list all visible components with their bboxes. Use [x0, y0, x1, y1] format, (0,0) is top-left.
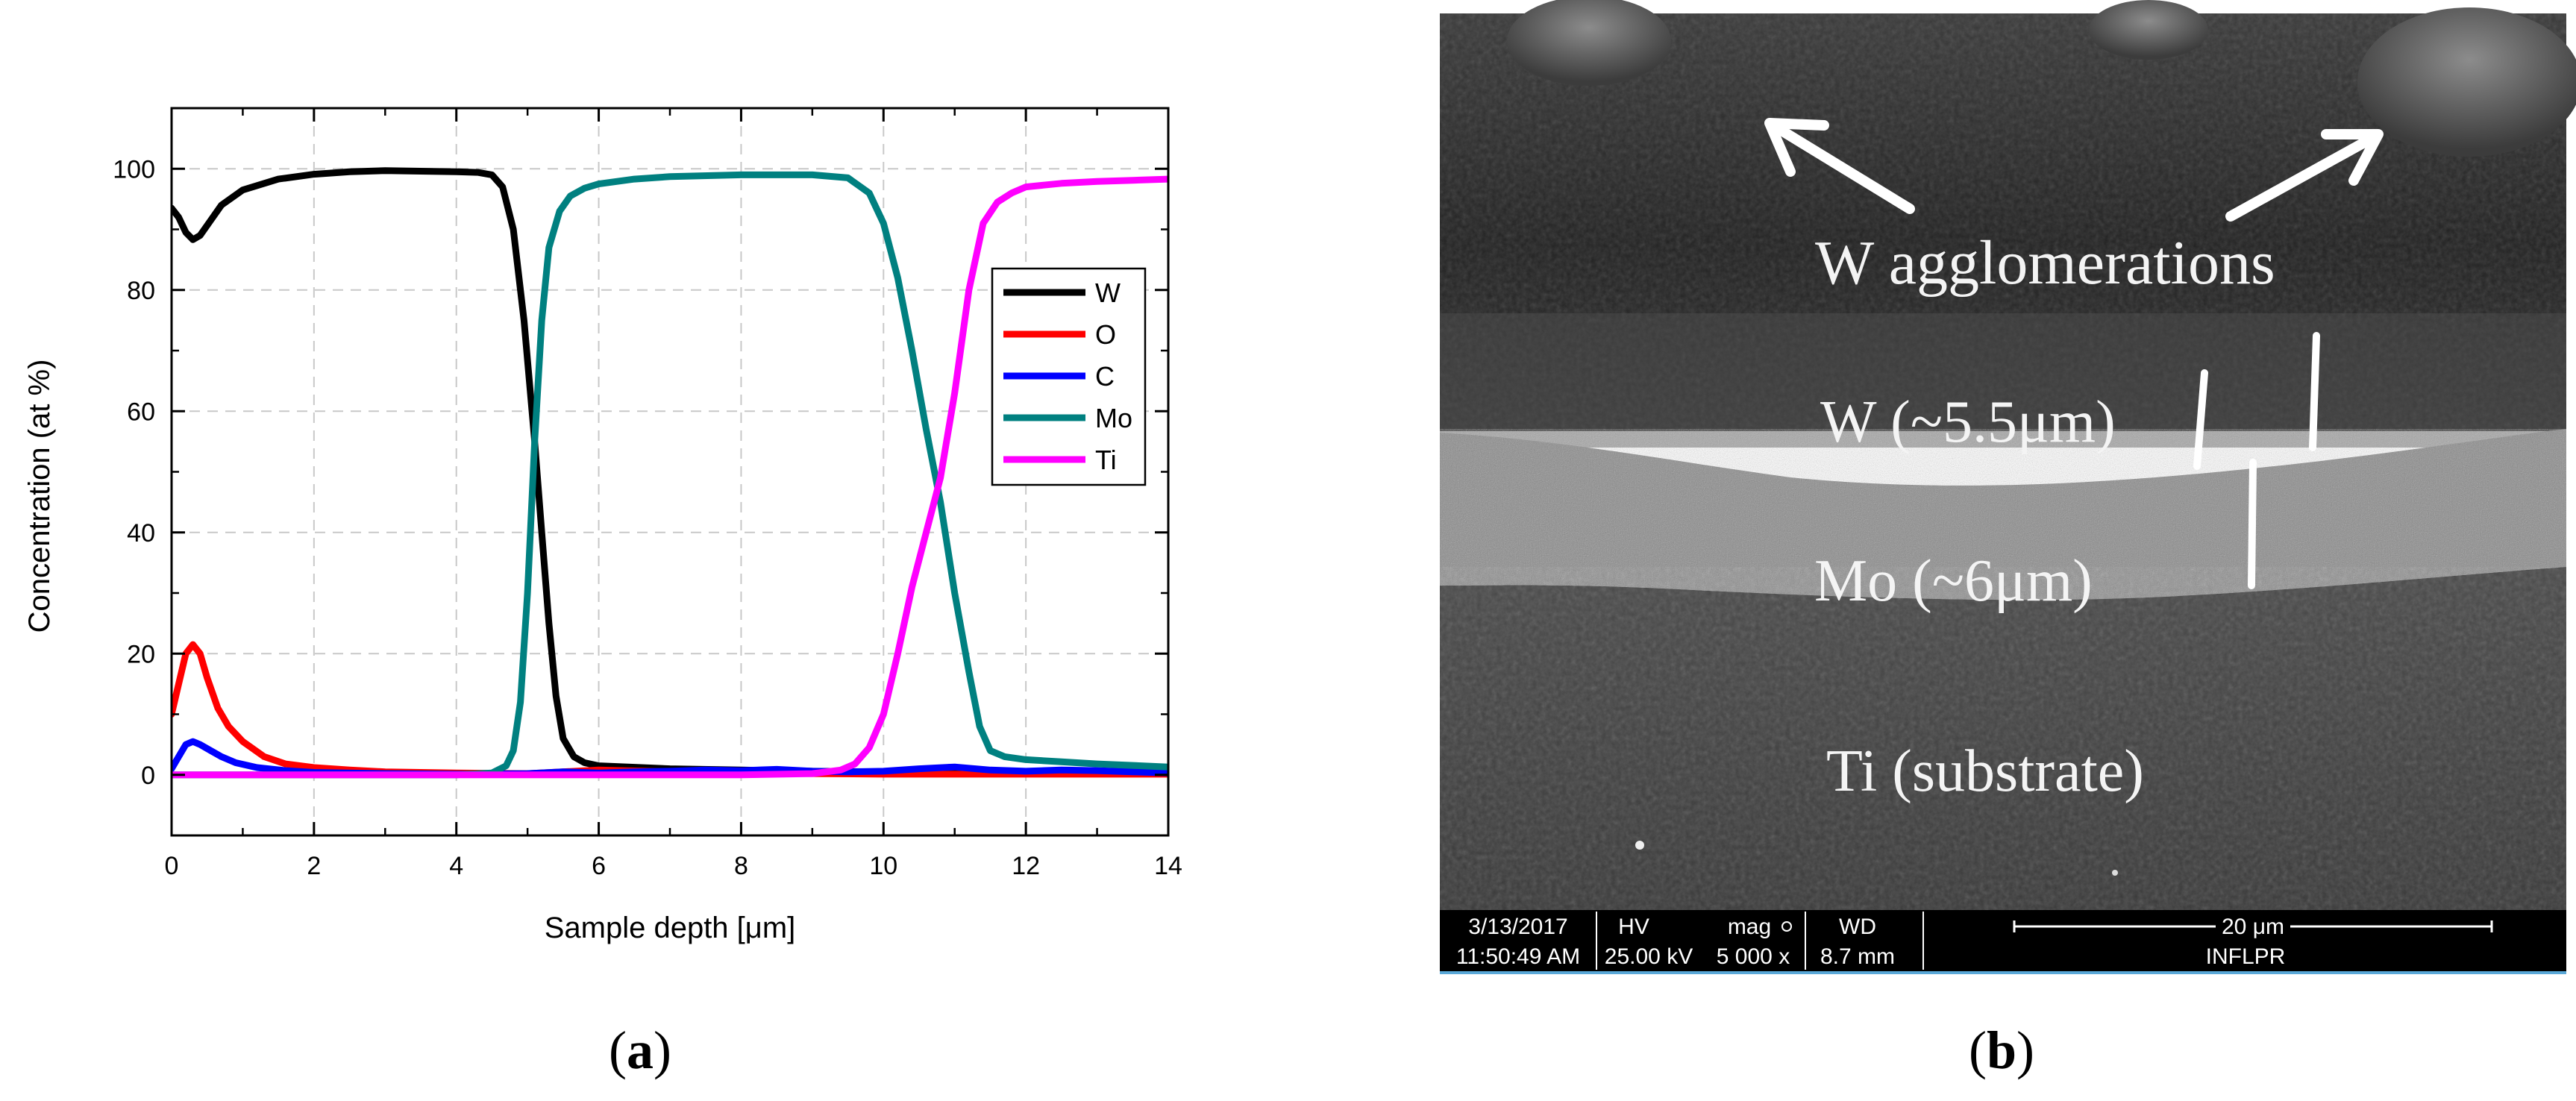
x-tick-label: 8 [734, 852, 748, 880]
sem-w-columns [1440, 313, 2566, 448]
series-lines [172, 167, 1168, 779]
sem-micrograph: W agglomerations W (~5.5μm) Mo (~6μm) Ti… [1440, 0, 2576, 974]
infobar-mag-value: 5 000 x [1717, 944, 1790, 969]
infobar-time: 11:50:49 AM [1456, 944, 1580, 969]
infobar-hv-value: 25.00 kV [1605, 944, 1693, 969]
sem-w-thickness-marker [2309, 332, 2320, 451]
series-line-ti [172, 175, 1168, 779]
y-tick-label: 20 [127, 640, 155, 668]
sem-arrow-right [2225, 129, 2384, 222]
series-line-w [172, 167, 1168, 777]
x-tick-label: 2 [307, 852, 321, 880]
sem-agglomeration-blob [1507, 0, 1671, 86]
infobar-institution: INFLPR [2206, 944, 2286, 969]
x-tick-label: 6 [592, 852, 606, 880]
x-tick-label: 10 [869, 852, 897, 880]
legend-label-mo: Mo [1095, 403, 1132, 433]
infobar-wd-label: WD [1839, 915, 1876, 939]
x-axis-ticks: 0 2 4 6 8 10 12 14 [165, 108, 1182, 880]
panel-label-b: (b) [1969, 1020, 2034, 1080]
concentration-depth-chart: 0 2 4 6 8 10 12 14 0 20 40 60 80 100 Sample depth [μ… [23, 107, 1182, 944]
x-tick-label: 14 [1154, 852, 1182, 880]
panel-label-a: (a) [609, 1020, 671, 1080]
legend: WOC Mo Ti [991, 267, 1147, 486]
y-tick-label: 100 [113, 155, 155, 184]
series-line-mo [172, 171, 1168, 779]
legend-label-w: W [1095, 277, 1121, 308]
sem-agglomeration-blob [2357, 7, 2576, 157]
x-tick-label: 12 [1012, 852, 1040, 880]
y-axis-label: Concentration (at %) [23, 360, 56, 633]
infobar-date: 3/13/2017 [1468, 915, 1567, 939]
scale-bar: 20 μm [2013, 915, 2493, 939]
y-tick-label: 0 [141, 762, 155, 790]
y-tick-label: 80 [127, 277, 155, 305]
sem-label-ti-layer: Ti (substrate) [1826, 738, 2144, 804]
legend-label-o: O [1095, 319, 1116, 350]
infobar-scale-label: 20 μm [2222, 915, 2284, 939]
sem-label-agglomerations: W agglomerations [1815, 228, 2275, 298]
sem-particle [2112, 870, 2118, 876]
y-tick-label: 60 [127, 398, 155, 426]
x-axis-label: Sample depth [μm] [545, 912, 796, 944]
sem-agglomeration-blob [2089, 0, 2208, 60]
sem-particle [1635, 841, 1644, 850]
sem-info-bar: 3/13/2017 11:50:49 AM HV 25.00 kV mag 5 … [1440, 910, 2566, 974]
sem-arrow-left [1764, 118, 1915, 214]
y-axis-ticks: 0 20 40 60 80 100 [113, 107, 1168, 837]
sem-label-mo-layer: Mo (~6μm) [1814, 548, 2093, 614]
y-tick-label: 40 [127, 519, 155, 548]
infobar-wd-value: 8.7 mm [1820, 944, 1895, 969]
x-tick-label: 4 [449, 852, 463, 880]
legend-label-c: C [1095, 361, 1115, 392]
vertical-gridlines [313, 108, 1027, 835]
infobar-hv-label: HV [1618, 915, 1649, 939]
x-tick-label: 0 [165, 852, 179, 880]
series-line-o [172, 641, 1168, 778]
sem-mo-thickness-marker [2248, 459, 2257, 589]
infobar-mag-label: mag [1728, 915, 1771, 939]
mag-icon [1781, 921, 1792, 932]
legend-label-ti: Ti [1095, 445, 1117, 475]
sem-w-thickness-marker [2193, 369, 2208, 470]
sem-label-w-layer: W (~5.5μm) [1820, 389, 2116, 455]
